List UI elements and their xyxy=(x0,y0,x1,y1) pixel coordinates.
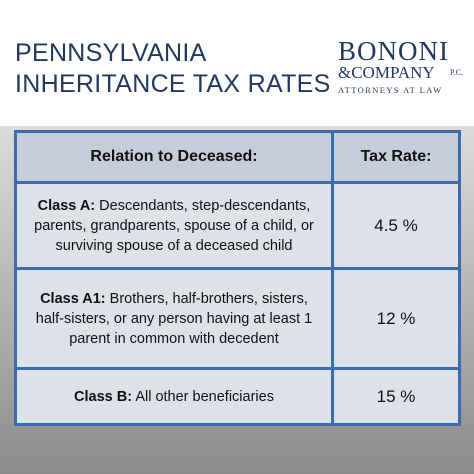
relation-cell: Class A: Descendants, step-descendants, … xyxy=(14,181,334,270)
column-header: Relation to Deceased: xyxy=(14,130,334,184)
column-header: Tax Rate: xyxy=(331,130,461,184)
table-row: Class B: All other beneficiaries 15 % xyxy=(14,367,461,426)
class-description: All other beneficiaries xyxy=(135,388,274,405)
header: PENNSYLVANIA INHERITANCE TAX RATES BONON… xyxy=(0,0,474,126)
relation-cell: Class B: All other beneficiaries xyxy=(14,367,334,426)
logo-name: BONONI xyxy=(338,36,449,66)
class-label: Class A1: xyxy=(40,290,106,307)
title-line: PENNSYLVANIA xyxy=(15,39,207,67)
relation-cell: Class A1: Brothers, half-brothers, siste… xyxy=(14,267,334,370)
class-description: Brothers, half-brothers, sisters, half-s… xyxy=(35,290,313,347)
rate-cell: 12 % xyxy=(331,267,461,370)
class-label: Class A: xyxy=(37,197,96,214)
title-line: INHERITANCE TAX RATES xyxy=(15,70,331,98)
logo-tagline: ATTORNEYS AT LAW xyxy=(338,85,443,95)
class-label: Class B: xyxy=(74,388,133,405)
rate-cell: 4.5 % xyxy=(331,181,461,270)
title: PENNSYLVANIA INHERITANCE TAX RATES xyxy=(15,38,331,100)
table-row: Class A: Descendants, step-descendants, … xyxy=(14,181,461,270)
class-description: Descendants, step-descendants, parents, … xyxy=(34,197,314,254)
logo-company: &COMPANY xyxy=(338,63,435,82)
rate-cell: 15 % xyxy=(331,367,461,426)
logo-suffix: P.C. xyxy=(450,68,463,77)
tax-table: Relation to Deceased: Tax Rate: Class A:… xyxy=(14,130,461,426)
table-row: Class A1: Brothers, half-brothers, siste… xyxy=(14,267,461,370)
logo: BONONI &COMPANY P.C. ATTORNEYS AT LAW xyxy=(338,36,463,96)
